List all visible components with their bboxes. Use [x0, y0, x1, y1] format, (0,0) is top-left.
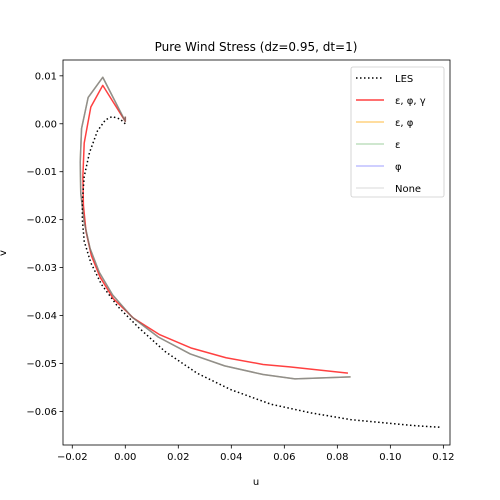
legend-label: ε	[395, 140, 400, 151]
y-tick-label: 0.00	[35, 119, 57, 130]
x-tick-label: −0.02	[57, 452, 88, 463]
series-line-4	[79, 76, 351, 380]
y-tick-label: −0.03	[26, 263, 57, 274]
x-tick-label: 0.04	[220, 452, 242, 463]
x-tick-label: 0.06	[273, 452, 295, 463]
y-tick-label: −0.05	[26, 359, 57, 370]
series-line-5	[79, 76, 351, 380]
x-tick-label: 0.00	[114, 452, 136, 463]
legend-label: ε, φ	[395, 118, 414, 129]
y-axis-label: v	[0, 250, 9, 256]
y-tick-label: −0.04	[26, 311, 57, 322]
x-tick-label: 0.10	[379, 452, 401, 463]
series-line-2	[82, 84, 349, 374]
y-tick-label: −0.01	[26, 167, 57, 178]
plot-area	[79, 76, 441, 429]
legend-label: None	[395, 184, 421, 195]
legend-label: ε, φ, γ	[395, 96, 426, 107]
series-line-3	[79, 76, 351, 380]
series-line-6	[79, 76, 351, 380]
legend: LES ε, φ, γ ε, φ εφ None	[350, 66, 445, 198]
y-tick-label: −0.02	[26, 215, 57, 226]
legend-label: LES	[395, 74, 413, 85]
x-tick-label: 0.02	[167, 452, 189, 463]
legend-label: φ	[395, 162, 402, 173]
x-axis-label: u	[253, 477, 259, 488]
y-tick-label: 0.01	[35, 71, 57, 82]
chart-title: Pure Wind Stress (dz=0.95, dt=1)	[155, 40, 358, 54]
x-axis: −0.02 0.00 0.02 0.04 0.06 0.08 0.10 0.12	[57, 445, 455, 463]
legend-frame	[350, 66, 445, 198]
y-tick-label: −0.06	[26, 407, 57, 418]
series-line-1	[81, 115, 441, 429]
y-axis: 0.01 0.00 −0.01 −0.02 −0.03 −0.04 −0.05 −0.06	[26, 71, 63, 418]
axes-frame	[62, 59, 451, 446]
x-tick-label: 0.12	[432, 452, 454, 463]
x-tick-label: 0.08	[326, 452, 348, 463]
